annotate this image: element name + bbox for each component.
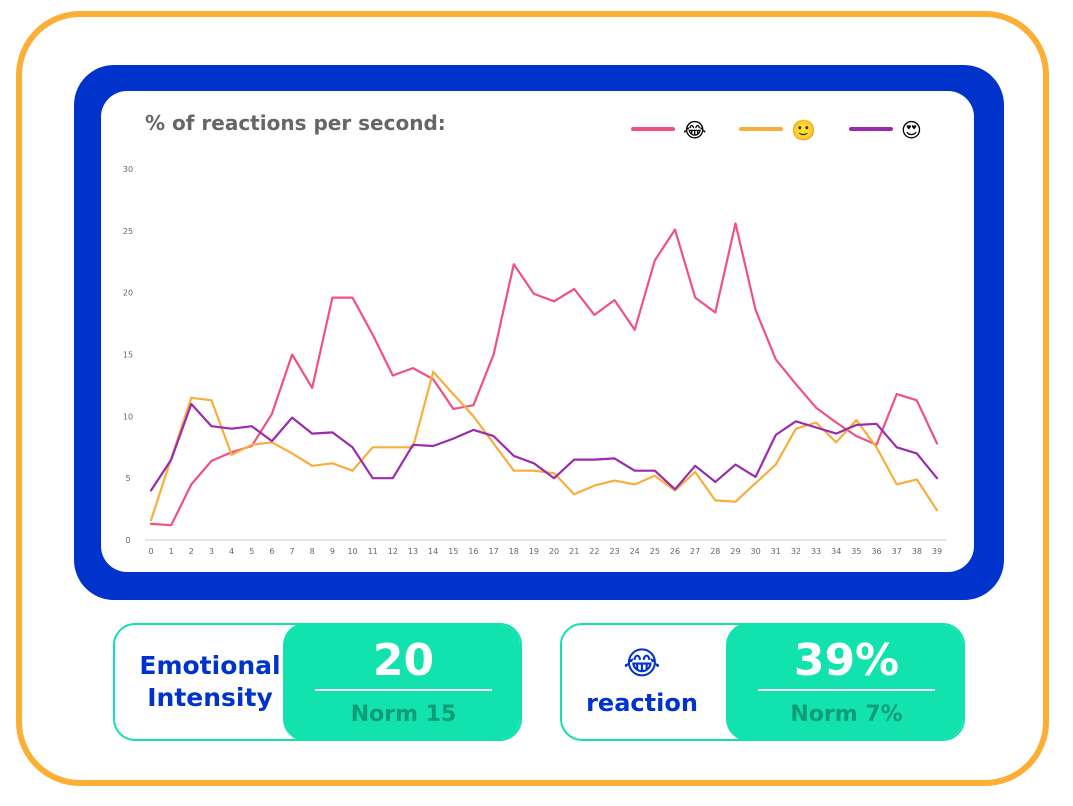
legend-swatch-3: [849, 127, 893, 131]
x-tick-label: 24: [630, 547, 640, 556]
kpi-divider: [758, 689, 935, 691]
kpi-value: 39%: [793, 635, 900, 686]
x-tick-label: 35: [851, 547, 861, 556]
kpi-label-line-1: reaction: [586, 689, 698, 717]
x-tick-label: 23: [609, 547, 619, 556]
x-tick-label: 21: [569, 547, 579, 556]
laughing-face-icon: 😂: [623, 644, 661, 682]
x-tick-label: 31: [771, 547, 781, 556]
series-line-3: [149, 402, 939, 492]
y-tick-label: 20: [123, 289, 133, 298]
x-tick-label: 3: [209, 547, 214, 556]
x-tick-label: 14: [428, 547, 438, 556]
x-tick-label: 38: [912, 547, 922, 556]
x-tick-label: 11: [368, 547, 378, 556]
series-line-1: [149, 222, 939, 527]
x-tick-label: 19: [529, 547, 539, 556]
series-line-2: [149, 370, 939, 522]
x-tick-label: 6: [269, 547, 274, 556]
x-tick-label: 28: [710, 547, 720, 556]
x-tick-label: 20: [549, 547, 559, 556]
x-tick-label: 39: [932, 547, 942, 556]
kpi-value: 20: [372, 635, 435, 686]
x-tick-label: 12: [388, 547, 398, 556]
y-tick-label: 25: [123, 227, 133, 236]
x-tick-label: 0: [148, 547, 153, 556]
x-tick-label: 4: [229, 547, 234, 556]
x-tick-label: 13: [408, 547, 418, 556]
x-tick-label: 22: [589, 547, 599, 556]
x-tick-label: 18: [509, 547, 519, 556]
x-tick-label: 25: [650, 547, 660, 556]
x-tick-label: 8: [310, 547, 315, 556]
y-tick-label: 30: [123, 165, 133, 174]
x-tick-label: 9: [330, 547, 335, 556]
legend-swatch-2: [739, 127, 783, 131]
chart-card: % of reactions per second: 😂 🙂 😍 0 5 10 15 2…: [101, 91, 974, 572]
x-tick-label: 32: [791, 547, 801, 556]
y-tick-label: 0: [125, 536, 130, 545]
kpi-label: 😂 reaction: [562, 625, 722, 739]
x-tick-label: 2: [189, 547, 194, 556]
x-tick-label: 10: [347, 547, 357, 556]
x-tick-label: 30: [751, 547, 761, 556]
x-tick-label: 17: [489, 547, 499, 556]
kpi-card-emotional-intensity: Emotional Intensity 20 Norm 15: [113, 623, 522, 741]
y-tick-label: 10: [123, 412, 133, 421]
x-tick-label: 16: [468, 547, 478, 556]
kpi-label-line-2: Intensity: [147, 683, 273, 712]
kpi-value-panel: 20 Norm 15: [283, 625, 520, 739]
kpi-norm: Norm 15: [350, 702, 457, 727]
legend-swatch-1: [631, 127, 675, 131]
x-tick-label: 29: [730, 547, 740, 556]
x-tick-label: 15: [448, 547, 458, 556]
x-tick-label: 37: [892, 547, 902, 556]
x-tick-label: 1: [169, 547, 174, 556]
kpi-divider: [315, 689, 492, 691]
x-tick-label: 34: [831, 547, 841, 556]
kpi-card-reaction: 😂 reaction 39% Norm 7%: [560, 623, 965, 741]
x-tick-label: 5: [249, 547, 254, 556]
kpi-value-panel: 39% Norm 7%: [726, 625, 963, 739]
x-tick-label: 7: [290, 547, 295, 556]
legend-label-1: 😂: [683, 118, 707, 142]
kpi-norm: Norm 7%: [790, 702, 903, 727]
x-tick-label: 33: [811, 547, 821, 556]
x-tick-label: 36: [871, 547, 881, 556]
x-tick-label: 26: [670, 547, 680, 556]
chart-title: % of reactions per second:: [145, 111, 446, 135]
x-tick-label: 27: [690, 547, 700, 556]
legend-label-3: 😍: [901, 118, 922, 142]
y-tick-label: 5: [125, 474, 130, 483]
y-tick-label: 15: [123, 351, 133, 360]
kpi-label-line-1: Emotional: [139, 651, 281, 680]
legend-label-2: 🙂: [791, 118, 816, 142]
kpi-label: Emotional Intensity: [115, 625, 305, 739]
